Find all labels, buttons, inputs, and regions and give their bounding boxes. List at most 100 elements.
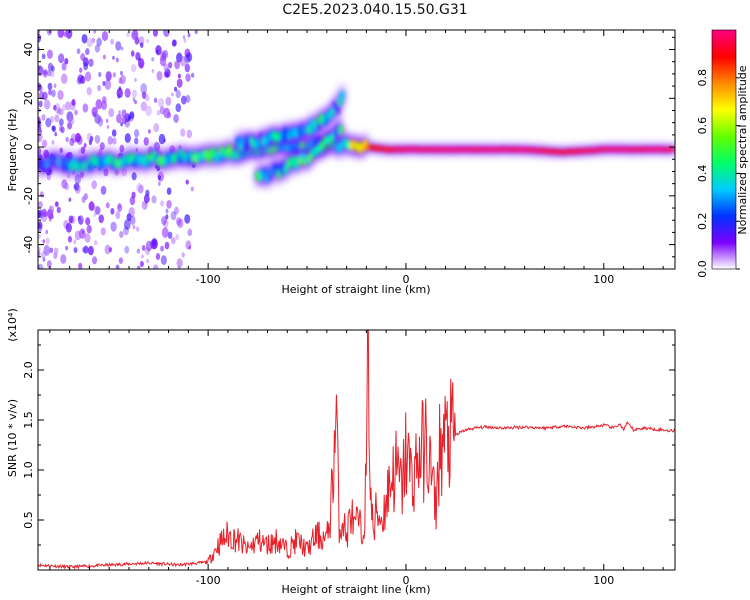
upper-branch-core — [235, 90, 345, 153]
noise-point — [146, 38, 149, 44]
noise-point — [141, 254, 144, 259]
noise-point — [110, 221, 117, 232]
noise-point — [51, 125, 57, 133]
noise-point — [38, 147, 42, 155]
noise-point — [68, 215, 74, 224]
noise-point — [121, 116, 127, 125]
colorbar-label: Normalized spectral amplitude — [736, 65, 749, 234]
noise-point — [91, 106, 98, 117]
noise-point — [136, 248, 140, 254]
noise-point — [100, 227, 106, 236]
noise-point — [136, 265, 141, 269]
noise-point — [135, 52, 141, 61]
noise-point — [83, 62, 89, 71]
noise-point — [145, 246, 151, 256]
noise-point — [161, 227, 169, 238]
noise-point — [175, 89, 181, 99]
noise-point — [48, 89, 52, 96]
noise-point — [38, 65, 44, 76]
noise-point — [155, 253, 161, 260]
noise-point — [156, 71, 163, 81]
lower-branch-core — [255, 123, 343, 184]
noise-point — [56, 206, 61, 214]
noise-point — [151, 238, 158, 250]
noise-point — [105, 118, 109, 124]
noise-point — [93, 212, 97, 217]
noise-point — [120, 46, 124, 51]
noise-point — [177, 266, 181, 269]
noise-point — [38, 85, 43, 92]
noise-point — [64, 182, 70, 191]
noise-point — [47, 82, 53, 91]
noise-point — [110, 207, 115, 215]
noise-point — [73, 184, 77, 190]
noise-point — [117, 94, 121, 100]
x-tick-label: -100 — [196, 574, 221, 587]
noise-point — [78, 262, 83, 269]
noise-point — [70, 133, 77, 143]
noise-point — [161, 53, 165, 58]
noise-point — [54, 132, 57, 137]
noise-point — [76, 48, 81, 55]
noise-point — [47, 69, 52, 77]
noise-point — [91, 180, 97, 190]
noise-point — [173, 206, 179, 215]
noise-point — [184, 214, 191, 224]
noise-point — [38, 221, 41, 229]
noise-point — [58, 118, 64, 127]
noise-point — [88, 58, 94, 67]
noise-point — [140, 101, 147, 112]
noise-point — [77, 74, 84, 84]
noise-point — [135, 226, 140, 232]
noise-point — [78, 228, 86, 240]
x-tick-label: 100 — [593, 273, 614, 286]
noise-point — [163, 63, 169, 72]
noise-point — [187, 32, 191, 38]
noise-point — [129, 196, 136, 206]
noise-point — [101, 31, 109, 42]
noise-point — [54, 103, 61, 114]
y-tick-label: 40 — [22, 43, 35, 57]
y-tick-label: 0.5 — [22, 511, 35, 529]
noise-point — [110, 38, 114, 45]
noise-point — [53, 104, 57, 111]
noise-point — [46, 260, 52, 269]
noise-point — [38, 250, 41, 258]
y-tick-label: 0 — [22, 144, 35, 151]
noise-point — [65, 101, 71, 111]
noise-point — [79, 67, 83, 73]
noise-point — [45, 237, 50, 245]
noise-point — [116, 57, 119, 63]
noise-point — [134, 129, 140, 138]
noise-point — [159, 55, 167, 67]
noise-point — [180, 95, 187, 105]
noise-point — [143, 136, 149, 146]
snr-panel: -100 0 100 0.5 1.0 1.5 2.0 Height of straight … — [6, 308, 676, 596]
noise-point — [86, 225, 92, 234]
noise-point — [98, 71, 102, 78]
noise-point — [184, 48, 191, 58]
noise-point — [157, 174, 162, 181]
noise-point — [107, 135, 114, 145]
noise-point — [151, 195, 157, 204]
noise-point — [61, 62, 67, 71]
noise-point — [129, 215, 136, 225]
chart-title: C2E5.2023.040.15.50.G31 — [282, 2, 468, 18]
noise-point — [60, 254, 67, 264]
lower-branch — [254, 117, 344, 190]
noise-point — [53, 247, 59, 255]
noise-point — [41, 53, 46, 60]
noise-point — [120, 70, 123, 76]
noise-point — [56, 107, 62, 115]
trace-core-point — [88, 161, 93, 172]
noise-point — [81, 196, 86, 203]
y-tick-label: -20 — [22, 187, 35, 205]
noise-point — [63, 31, 67, 37]
noise-point — [179, 55, 187, 67]
noise-point — [95, 99, 103, 110]
noise-point — [92, 256, 98, 265]
noise-point — [83, 245, 89, 254]
noise-point — [166, 187, 172, 195]
noise-point — [43, 210, 48, 218]
noise-point — [131, 30, 138, 41]
